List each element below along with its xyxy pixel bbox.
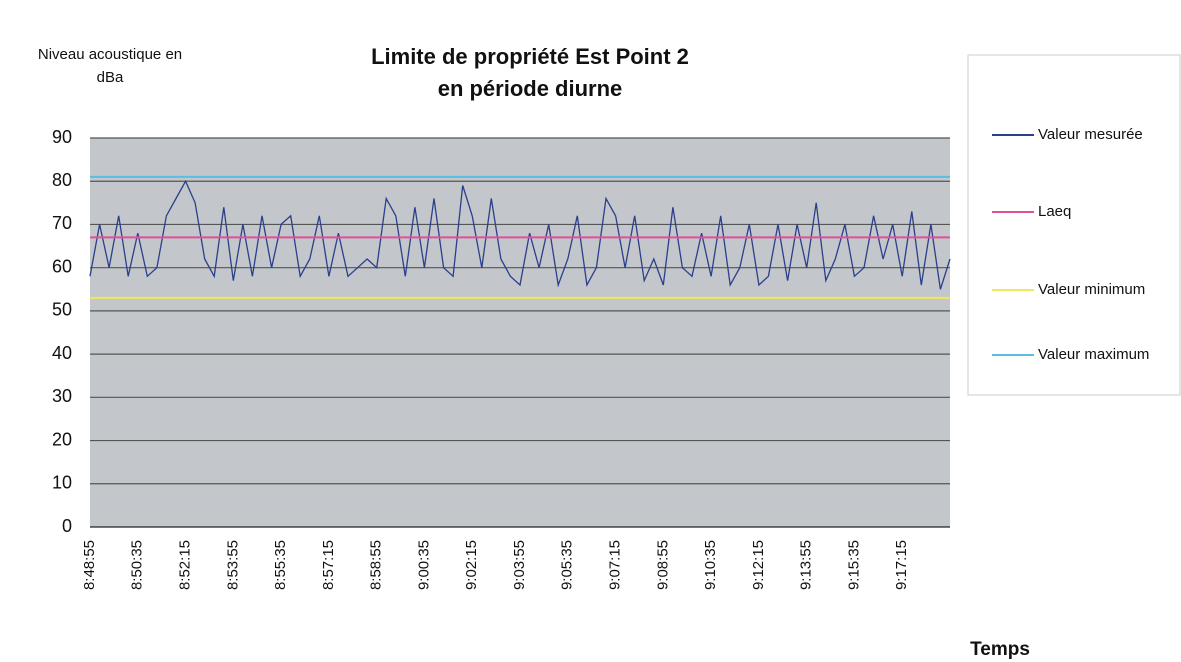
y-tick-label: 90 [52,127,72,147]
x-tick-label: 8:52:15 [177,540,194,590]
y-tick-label: 40 [52,343,72,363]
x-axis-label: Temps [970,639,1030,660]
x-tick-label: 9:13:55 [798,540,815,590]
x-tick-label: 8:58:55 [368,540,385,590]
y-tick-label: 30 [52,386,72,406]
x-tick-label: 9:07:15 [607,540,624,590]
y-axis-label: dBa [97,69,124,86]
legend-label: Valeur minimum [1038,281,1145,298]
x-tick-label: 8:53:55 [224,540,241,590]
x-tick-label: 9:15:35 [845,540,862,590]
y-tick-label: 50 [52,300,72,320]
x-tick-label: 9:02:15 [463,540,480,590]
x-tick-label: 9:10:35 [702,540,719,590]
y-tick-label: 60 [52,256,72,276]
x-tick-label: 8:48:55 [81,540,98,590]
x-tick-label: 8:55:35 [272,540,289,590]
x-tick-label: 8:57:15 [320,540,337,590]
legend-label: Valeur mesurée [1038,126,1143,143]
x-tick-label: 9:05:35 [559,540,576,590]
series-line [89,179,951,290]
y-tick-label: 20 [52,429,72,449]
y-axis-label: Niveau acoustique en [38,46,182,63]
y-tick-label: 70 [52,213,72,233]
y-tick-label: 80 [52,170,72,190]
x-tick-label: 9:00:35 [415,540,432,590]
x-tick-label: 9:03:55 [511,540,528,590]
y-tick-label: 0 [62,516,72,536]
chart-title: en période diurne [438,76,623,101]
x-tick-label: 8:50:35 [129,540,146,590]
legend-label: Laeq [1038,203,1071,220]
legend [967,54,1181,396]
plot-area [90,138,950,527]
x-tick-label: 9:12:15 [750,540,767,590]
y-tick-label: 10 [52,473,72,493]
chart-title: Limite de propriété Est Point 2 [371,44,689,69]
x-tick-label: 9:17:15 [893,540,910,590]
legend-label: Valeur maximum [1038,346,1149,363]
x-tick-label: 9:08:55 [654,540,671,590]
